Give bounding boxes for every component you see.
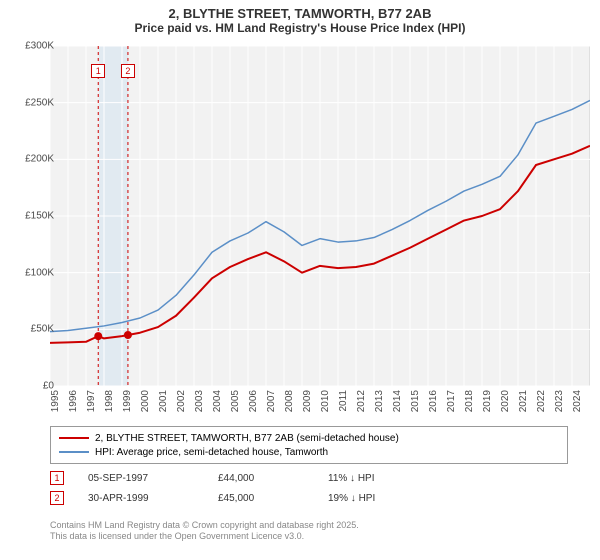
x-axis-tick-label: 2020 xyxy=(500,390,511,430)
x-axis-tick-label: 2005 xyxy=(230,390,241,430)
x-axis-tick-label: 2023 xyxy=(554,390,565,430)
footer-attribution: Contains HM Land Registry data © Crown c… xyxy=(50,520,359,542)
sale-marker-icon: 2 xyxy=(50,491,64,505)
sale-row: 1 05-SEP-1997 £44,000 11% ↓ HPI xyxy=(50,468,448,488)
chart-title-address: 2, BLYTHE STREET, TAMWORTH, B77 2AB xyxy=(0,6,600,21)
x-axis-tick-label: 2011 xyxy=(338,390,349,430)
sale-date: 05-SEP-1997 xyxy=(88,473,218,484)
x-axis-tick-label: 2008 xyxy=(284,390,295,430)
x-axis-tick-label: 2022 xyxy=(536,390,547,430)
x-axis-tick-label: 2024 xyxy=(572,390,583,430)
x-axis-tick-label: 1996 xyxy=(68,390,79,430)
x-axis-tick-label: 2019 xyxy=(482,390,493,430)
x-axis-tick-label: 2010 xyxy=(320,390,331,430)
sale-marker-icon: 1 xyxy=(50,471,64,485)
sale-diff: 11% ↓ HPI xyxy=(328,473,448,484)
y-axis-tick-label: £100K xyxy=(4,267,54,278)
x-axis-tick-label: 2021 xyxy=(518,390,529,430)
x-axis-tick-label: 1998 xyxy=(104,390,115,430)
sale-price: £44,000 xyxy=(218,473,328,484)
x-axis-tick-label: 2015 xyxy=(410,390,421,430)
sales-table: 1 05-SEP-1997 £44,000 11% ↓ HPI 2 30-APR… xyxy=(50,468,448,508)
footer-line: This data is licensed under the Open Gov… xyxy=(50,531,359,542)
y-axis-tick-label: £200K xyxy=(4,154,54,165)
legend-row: HPI: Average price, semi-detached house,… xyxy=(59,445,559,459)
x-axis-tick-label: 2009 xyxy=(302,390,313,430)
sale-marker-icon: 1 xyxy=(91,64,105,78)
legend-swatch xyxy=(59,451,89,453)
y-axis-tick-label: £300K xyxy=(4,41,54,52)
y-axis-tick-label: £250K xyxy=(4,97,54,108)
x-axis-tick-label: 2002 xyxy=(176,390,187,430)
legend-swatch xyxy=(59,437,89,439)
y-axis-tick-label: £150K xyxy=(4,211,54,222)
sale-diff: 19% ↓ HPI xyxy=(328,493,448,504)
x-axis-tick-label: 2018 xyxy=(464,390,475,430)
sale-price: £45,000 xyxy=(218,493,328,504)
sale-marker-icon: 2 xyxy=(121,64,135,78)
x-axis-tick-label: 1999 xyxy=(122,390,133,430)
x-axis-tick-label: 2006 xyxy=(248,390,259,430)
y-axis-tick-label: £0 xyxy=(4,381,54,392)
x-axis-tick-label: 2003 xyxy=(194,390,205,430)
x-axis-tick-label: 2013 xyxy=(374,390,385,430)
y-axis-tick-label: £50K xyxy=(4,324,54,335)
x-axis-tick-label: 2007 xyxy=(266,390,277,430)
plot-svg xyxy=(50,46,590,386)
legend: 2, BLYTHE STREET, TAMWORTH, B77 2AB (sem… xyxy=(50,426,568,464)
x-axis-tick-label: 2000 xyxy=(140,390,151,430)
x-axis-tick-label: 2012 xyxy=(356,390,367,430)
x-axis-tick-label: 2014 xyxy=(392,390,403,430)
legend-row: 2, BLYTHE STREET, TAMWORTH, B77 2AB (sem… xyxy=(59,431,559,445)
x-axis-tick-label: 1997 xyxy=(86,390,97,430)
x-axis-tick-label: 2004 xyxy=(212,390,223,430)
x-axis-tick-label: 2016 xyxy=(428,390,439,430)
chart-container: 2, BLYTHE STREET, TAMWORTH, B77 2AB Pric… xyxy=(0,0,600,560)
x-axis-tick-label: 2001 xyxy=(158,390,169,430)
x-axis-tick-label: 2017 xyxy=(446,390,457,430)
legend-label: HPI: Average price, semi-detached house,… xyxy=(95,447,328,458)
sale-date: 30-APR-1999 xyxy=(88,493,218,504)
chart-title-subtitle: Price paid vs. HM Land Registry's House … xyxy=(0,21,600,35)
sale-row: 2 30-APR-1999 £45,000 19% ↓ HPI xyxy=(50,488,448,508)
legend-label: 2, BLYTHE STREET, TAMWORTH, B77 2AB (sem… xyxy=(95,433,399,444)
footer-line: Contains HM Land Registry data © Crown c… xyxy=(50,520,359,531)
chart-plot-area: 12 xyxy=(50,46,590,386)
title-block: 2, BLYTHE STREET, TAMWORTH, B77 2AB Pric… xyxy=(0,0,600,35)
x-axis-tick-label: 1995 xyxy=(50,390,61,430)
